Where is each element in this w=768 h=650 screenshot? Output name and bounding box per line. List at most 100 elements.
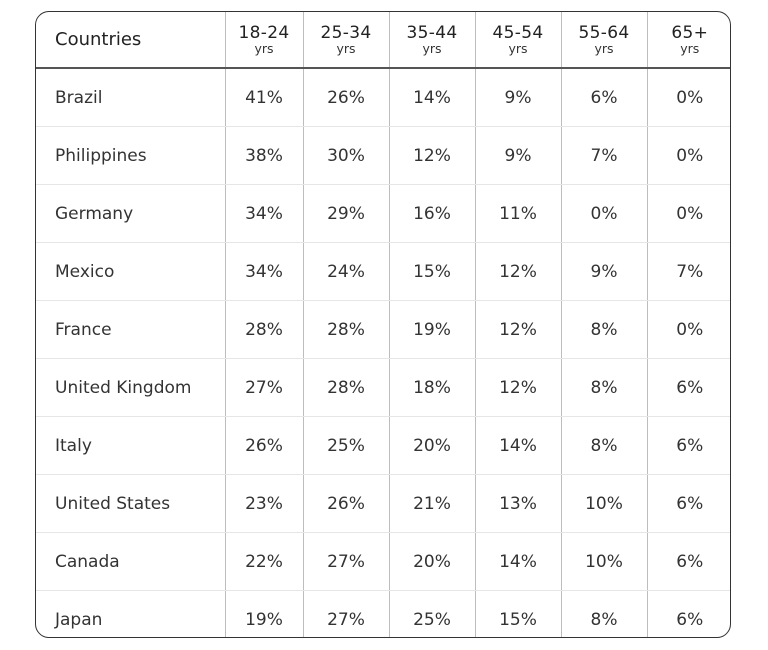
country-cell: Germany — [36, 184, 225, 243]
percentage-cell: 0% — [646, 184, 730, 243]
percentage-cell: 27% — [302, 590, 389, 637]
age-unit-label: yrs — [254, 40, 274, 56]
percentage-cell: 0% — [646, 68, 730, 127]
country-cell: France — [36, 300, 225, 359]
age-range-label: 18-24 — [238, 22, 290, 43]
age-range-label: 25-34 — [320, 22, 372, 43]
age-distribution-table: Countries 18-24 yrs 25-34 yrs 35-44 yrs … — [36, 12, 730, 637]
percentage-cell: 6% — [646, 590, 730, 637]
percentage-cell: 28% — [224, 300, 303, 359]
percentage-cell: 8% — [560, 300, 647, 359]
percentage-cell: 19% — [224, 590, 303, 637]
percentage-cell: 13% — [474, 474, 561, 533]
percentage-cell: 12% — [474, 242, 561, 301]
age-column-header[interactable]: 18-24 yrs — [224, 12, 303, 69]
country-cell: Italy — [36, 416, 225, 475]
percentage-cell: 16% — [388, 184, 475, 243]
age-unit-label: yrs — [680, 40, 700, 56]
percentage-cell: 27% — [224, 358, 303, 417]
percentage-cell: 12% — [388, 126, 475, 185]
percentage-cell: 8% — [560, 590, 647, 637]
table-row: Brazil 41% 26% 14% 9% 6% 0% — [36, 68, 730, 127]
percentage-cell: 20% — [388, 532, 475, 591]
country-cell: Canada — [36, 532, 225, 591]
age-range-label: 35-44 — [406, 22, 458, 43]
table-row: Germany 34% 29% 16% 11% 0% 0% — [36, 184, 730, 243]
age-column-header[interactable]: 25-34 yrs — [302, 12, 389, 69]
age-unit-label: yrs — [336, 40, 356, 56]
percentage-cell: 9% — [474, 68, 561, 127]
percentage-cell: 12% — [474, 300, 561, 359]
country-cell: Mexico — [36, 242, 225, 301]
table-row: France 28% 28% 19% 12% 8% 0% — [36, 300, 730, 359]
country-cell: Brazil — [36, 68, 225, 127]
percentage-cell: 20% — [388, 416, 475, 475]
percentage-cell: 10% — [560, 532, 647, 591]
age-unit-label: yrs — [594, 40, 614, 56]
percentage-cell: 7% — [560, 126, 647, 185]
percentage-cell: 9% — [560, 242, 647, 301]
table-row: Italy 26% 25% 20% 14% 8% 6% — [36, 416, 730, 475]
percentage-cell: 6% — [646, 416, 730, 475]
percentage-cell: 29% — [302, 184, 389, 243]
age-distribution-table-card: Countries 18-24 yrs 25-34 yrs 35-44 yrs … — [35, 11, 731, 638]
percentage-cell: 26% — [224, 416, 303, 475]
percentage-cell: 11% — [474, 184, 561, 243]
percentage-cell: 24% — [302, 242, 389, 301]
percentage-cell: 26% — [302, 68, 389, 127]
percentage-cell: 23% — [224, 474, 303, 533]
table-row: Canada 22% 27% 20% 14% 10% 6% — [36, 532, 730, 591]
percentage-cell: 30% — [302, 126, 389, 185]
table-row: United States 23% 26% 21% 13% 10% 6% — [36, 474, 730, 533]
percentage-cell: 22% — [224, 532, 303, 591]
table-row: Japan 19% 27% 25% 15% 8% 6% — [36, 590, 730, 637]
percentage-cell: 28% — [302, 300, 389, 359]
age-range-label: 65+ — [671, 22, 709, 43]
country-cell: Japan — [55, 609, 103, 630]
age-column-header[interactable]: 35-44 yrs — [388, 12, 475, 69]
percentage-cell: 14% — [388, 68, 475, 127]
percentage-cell: 25% — [302, 416, 389, 475]
age-range-label: 45-54 — [492, 22, 544, 43]
percentage-cell: 41% — [224, 68, 303, 127]
age-column-header[interactable]: 45-54 yrs — [474, 12, 561, 69]
percentage-cell: 6% — [646, 532, 730, 591]
percentage-cell: 21% — [388, 474, 475, 533]
percentage-cell: 10% — [560, 474, 647, 533]
percentage-cell: 8% — [560, 358, 647, 417]
percentage-cell: 7% — [646, 242, 730, 301]
age-unit-label: yrs — [508, 40, 528, 56]
percentage-cell: 0% — [646, 300, 730, 359]
percentage-cell: 8% — [560, 416, 647, 475]
percentage-cell: 27% — [302, 532, 389, 591]
percentage-cell: 38% — [224, 126, 303, 185]
percentage-cell: 25% — [388, 590, 475, 637]
percentage-cell: 18% — [388, 358, 475, 417]
percentage-cell: 15% — [474, 590, 561, 637]
age-column-header[interactable]: 55-64 yrs — [560, 12, 647, 69]
percentage-cell: 6% — [646, 474, 730, 533]
percentage-cell: 26% — [302, 474, 389, 533]
percentage-cell: 14% — [474, 532, 561, 591]
table-row: United Kingdom 27% 28% 18% 12% 8% 6% — [36, 358, 730, 417]
age-column-header[interactable]: 65+ yrs — [646, 12, 730, 69]
country-cell: United States — [36, 474, 225, 533]
table-row: Philippines 38% 30% 12% 9% 7% 0% — [36, 126, 730, 185]
percentage-cell: 34% — [224, 242, 303, 301]
country-cell: Philippines — [36, 126, 225, 185]
percentage-cell: 14% — [474, 416, 561, 475]
percentage-cell: 34% — [224, 184, 303, 243]
country-cell: United Kingdom — [36, 358, 225, 417]
table-row: Mexico 34% 24% 15% 12% 9% 7% — [36, 242, 730, 301]
age-range-label: 55-64 — [578, 22, 630, 43]
countries-column-header[interactable]: Countries — [36, 12, 225, 69]
table-body: Brazil 41% 26% 14% 9% 6% 0% Philippines 38% 30% 12… — [36, 68, 730, 637]
percentage-cell: 28% — [302, 358, 389, 417]
percentage-cell: 6% — [560, 68, 647, 127]
percentage-cell: 0% — [560, 184, 647, 243]
percentage-cell: 15% — [388, 242, 475, 301]
header-row: Countries 18-24 yrs 25-34 yrs 35-44 yrs … — [36, 12, 730, 69]
percentage-cell: 19% — [388, 300, 475, 359]
age-unit-label: yrs — [422, 40, 442, 56]
percentage-cell: 6% — [646, 358, 730, 417]
